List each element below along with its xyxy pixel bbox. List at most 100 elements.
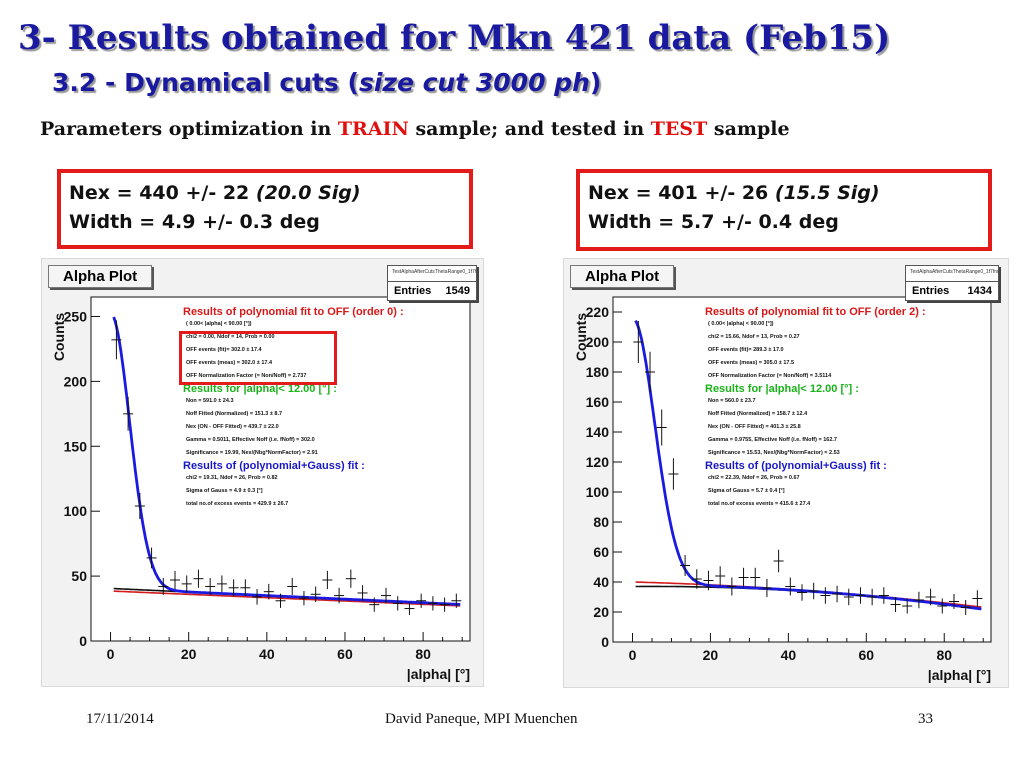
params-test: TEST xyxy=(650,118,708,140)
stats-entries-right: Entries 1434 xyxy=(906,282,998,300)
result-nex-value-left: Nex = 440 +/- 22 xyxy=(69,182,256,204)
y-tick-label: 250 xyxy=(64,308,88,324)
footer-page-number: 33 xyxy=(918,711,933,727)
gauss-lines-right: chi2 = 22.39, Ndof = 26, Prob = 0.67 Sig… xyxy=(705,472,926,511)
gauss-title-right: Results of (polynomial+Gauss) fit : xyxy=(705,460,887,472)
x-tick-label: 0 xyxy=(107,646,115,662)
signal-lines-left: Non = 591.0 ± 24.3 Noff Fitted (Normaliz… xyxy=(183,395,404,460)
off-fit-line: ( 0.00< |alpha| < 90.00 [°]) xyxy=(186,321,252,327)
off-fit-title-right: Results of polynomial fit to OFF (order … xyxy=(705,306,926,318)
result-width-left: Width = 4.9 +/- 0.3 deg xyxy=(69,211,320,233)
signal-title-left: Results for |alpha|< 12.00 [°] : xyxy=(183,383,337,395)
y-tick-label: 40 xyxy=(593,574,609,590)
stats-name-left: TestAlphaAfterCutsThetaRange0_1f7fnnRed xyxy=(388,266,476,282)
result-box-left: Nex = 440 +/- 22 (20.0 Sig) Width = 4.9 … xyxy=(57,169,473,249)
y-tick-label: 160 xyxy=(586,394,610,410)
y-tick-label: 120 xyxy=(586,454,610,470)
x-tick-label: 80 xyxy=(936,647,952,663)
slide-subtitle: 3.2 - Dynamical cuts (size cut 3000 ph) xyxy=(52,68,601,97)
entries-label-right: Entries xyxy=(912,285,950,297)
alpha-plot-panel-right: 0 20 40 60 80 0 20 40 60 80 100 120 140 160 180 200 220 |… xyxy=(563,258,1009,688)
stats-box-right: TestAlphaAfterCutsThetaRange0_1f7fnnRed … xyxy=(905,265,999,301)
params-text-1: Parameters optimization in xyxy=(40,118,338,140)
y-tick-label: 140 xyxy=(586,424,610,440)
x-tick-label: 60 xyxy=(337,646,353,662)
signal-line: Noff Fitted (Normalized) = 158.7 ± 12.4 xyxy=(708,411,808,417)
entries-label-left: Entries xyxy=(394,285,432,297)
signal-line: Non = 560.0 ± 23.7 xyxy=(708,398,756,404)
gauss-line: Sigma of Gauss = 5.7 ± 0.4 [°] xyxy=(708,488,785,494)
panel-title-left: Alpha Plot xyxy=(48,265,153,288)
signal-line: Gamma = 0.9755, Effective Noff (i.e. fNo… xyxy=(708,437,837,443)
off-fit-line: OFF events (meas) = 305.0 ± 17.5 xyxy=(708,360,795,366)
x-tick-label: 40 xyxy=(781,647,797,663)
signal-line: Gamma = 0.5011, Effective Noff (i.e. fNo… xyxy=(186,437,315,443)
result-box-right: Nex = 401 +/- 26 (15.5 Sig) Width = 5.7 … xyxy=(576,169,992,251)
stats-entries-left: Entries 1549 xyxy=(388,282,476,300)
y-tick-label: 150 xyxy=(64,438,88,454)
slide-title: 3- Results obtained for Mkn 421 data (Fe… xyxy=(18,18,891,58)
y-tick-label: 0 xyxy=(79,633,87,649)
y-tick-label: 20 xyxy=(593,604,609,620)
alpha-plot-panel-left: 0 20 40 60 80 0 50 100 150 200 250 |alpha| [°] Count… xyxy=(41,258,484,687)
x-tick-label: 0 xyxy=(629,647,637,663)
gauss-lines-left: chi2 = 19.31, Ndof = 26, Prob = 0.82 Sig… xyxy=(183,472,404,511)
footer-author: David Paneque, MPI Muenchen xyxy=(385,711,578,727)
stats-name-right: TestAlphaAfterCutsThetaRange0_1f7fnnRed xyxy=(906,266,998,282)
x-tick-label: 20 xyxy=(703,647,719,663)
off-fit-line: chi2 = 15.66, Ndof = 13, Prob = 0.27 xyxy=(708,334,800,340)
params-text-3: sample xyxy=(707,118,790,140)
off-fit-title-left: Results of polynomial fit to OFF (order … xyxy=(183,306,404,318)
signal-line: Non = 591.0 ± 24.3 xyxy=(186,398,234,404)
off-fit-line: OFF Normalization Factor (= Non/Noff) = … xyxy=(186,373,307,379)
y-axis-title: Counts xyxy=(573,313,589,361)
off-fit-line: ( 0.00< |alpha| < 90.00 [°]) xyxy=(708,321,774,327)
y-tick-label: 220 xyxy=(586,304,610,320)
x-tick-label: 20 xyxy=(181,646,197,662)
alpha-plot-left: 0 20 40 60 80 0 50 100 150 200 250 |alpha| [°] Count… xyxy=(51,296,471,682)
y-tick-label: 100 xyxy=(586,484,610,500)
params-train: TRAIN xyxy=(337,118,409,140)
y-tick-label: 0 xyxy=(601,634,609,650)
result-nex-right: Nex = 401 +/- 26 (15.5 Sig) xyxy=(588,179,980,208)
highlight-box-left xyxy=(179,331,337,385)
footer-date: 17/11/2014 xyxy=(86,711,154,727)
signal-lines-right: Non = 560.0 ± 23.7 Noff Fitted (Normaliz… xyxy=(705,395,926,460)
gauss-line: total no.of excess events = 429.9 ± 26.7 xyxy=(186,501,289,507)
result-nex-value-right: Nex = 401 +/- 26 xyxy=(588,182,775,204)
off-fit-line: OFF events (fit)= 289.3 ± 17.0 xyxy=(708,347,784,353)
plot-frame xyxy=(90,296,471,642)
x-tick-label: 60 xyxy=(859,647,875,663)
subtitle-text: 3.2 - Dynamical cuts ( xyxy=(52,68,359,97)
signal-line: Significance = 19.99, Nex/(Nbg*NormFacto… xyxy=(186,450,318,456)
y-tick-label: 180 xyxy=(586,364,610,380)
result-nex-left: Nex = 440 +/- 22 (20.0 Sig) xyxy=(69,179,461,208)
off-fit-line: OFF events (fit)= 302.0 ± 17.4 xyxy=(186,347,262,353)
y-tick-label: 100 xyxy=(64,503,88,519)
params-text-2: sample; and tested in xyxy=(408,118,651,140)
signal-line: Significance = 15.53, Nex/(Nbg*NormFacto… xyxy=(708,450,840,456)
panel-title-right: Alpha Plot xyxy=(570,265,675,288)
gauss-line: Sigma of Gauss = 4.9 ± 0.3 [°] xyxy=(186,488,263,494)
gauss-line: total no.of excess events = 415.6 ± 27.4 xyxy=(708,501,811,507)
y-tick-label: 200 xyxy=(64,373,88,389)
result-significance-left: (20.0 Sig) xyxy=(255,182,361,204)
subtitle-italic: size cut 3000 ph xyxy=(358,68,590,97)
y-tick-label: 80 xyxy=(593,514,609,530)
signal-line: Noff Fitted (Normalized) = 151.3 ± 8.7 xyxy=(186,411,283,417)
signal-line: Nex (ON - OFF Fitted) = 439.7 ± 22.0 xyxy=(186,424,279,430)
stats-box-left: TestAlphaAfterCutsThetaRange0_1f7fnnRed … xyxy=(387,265,477,301)
y-tick-label: 50 xyxy=(71,568,87,584)
off-fit-line: OFF Normalization Factor (= Non/Noff) = … xyxy=(708,373,832,379)
signal-line: Nex (ON - OFF Fitted) = 401.3 ± 25.8 xyxy=(708,424,801,430)
result-significance-right: (15.5 Sig) xyxy=(774,182,880,204)
off-fit-lines-left: ( 0.00< |alpha| < 90.00 [°]) chi2 = 0.00… xyxy=(183,318,404,383)
result-width-right: Width = 5.7 +/- 0.4 deg xyxy=(588,211,839,233)
y-tick-label: 200 xyxy=(586,334,610,350)
fit-annotations-right: Results of polynomial fit to OFF (order … xyxy=(705,306,926,511)
off-fit-line: OFF events (meas) = 302.0 ± 17.4 xyxy=(186,360,273,366)
alpha-plot-right: 0 20 40 60 80 0 20 40 60 80 100 120 140 160 180 200 220 |… xyxy=(573,296,992,683)
x-tick-label: 80 xyxy=(415,646,431,662)
subtitle-close: ) xyxy=(589,68,602,97)
entries-value-right: 1434 xyxy=(967,285,992,297)
